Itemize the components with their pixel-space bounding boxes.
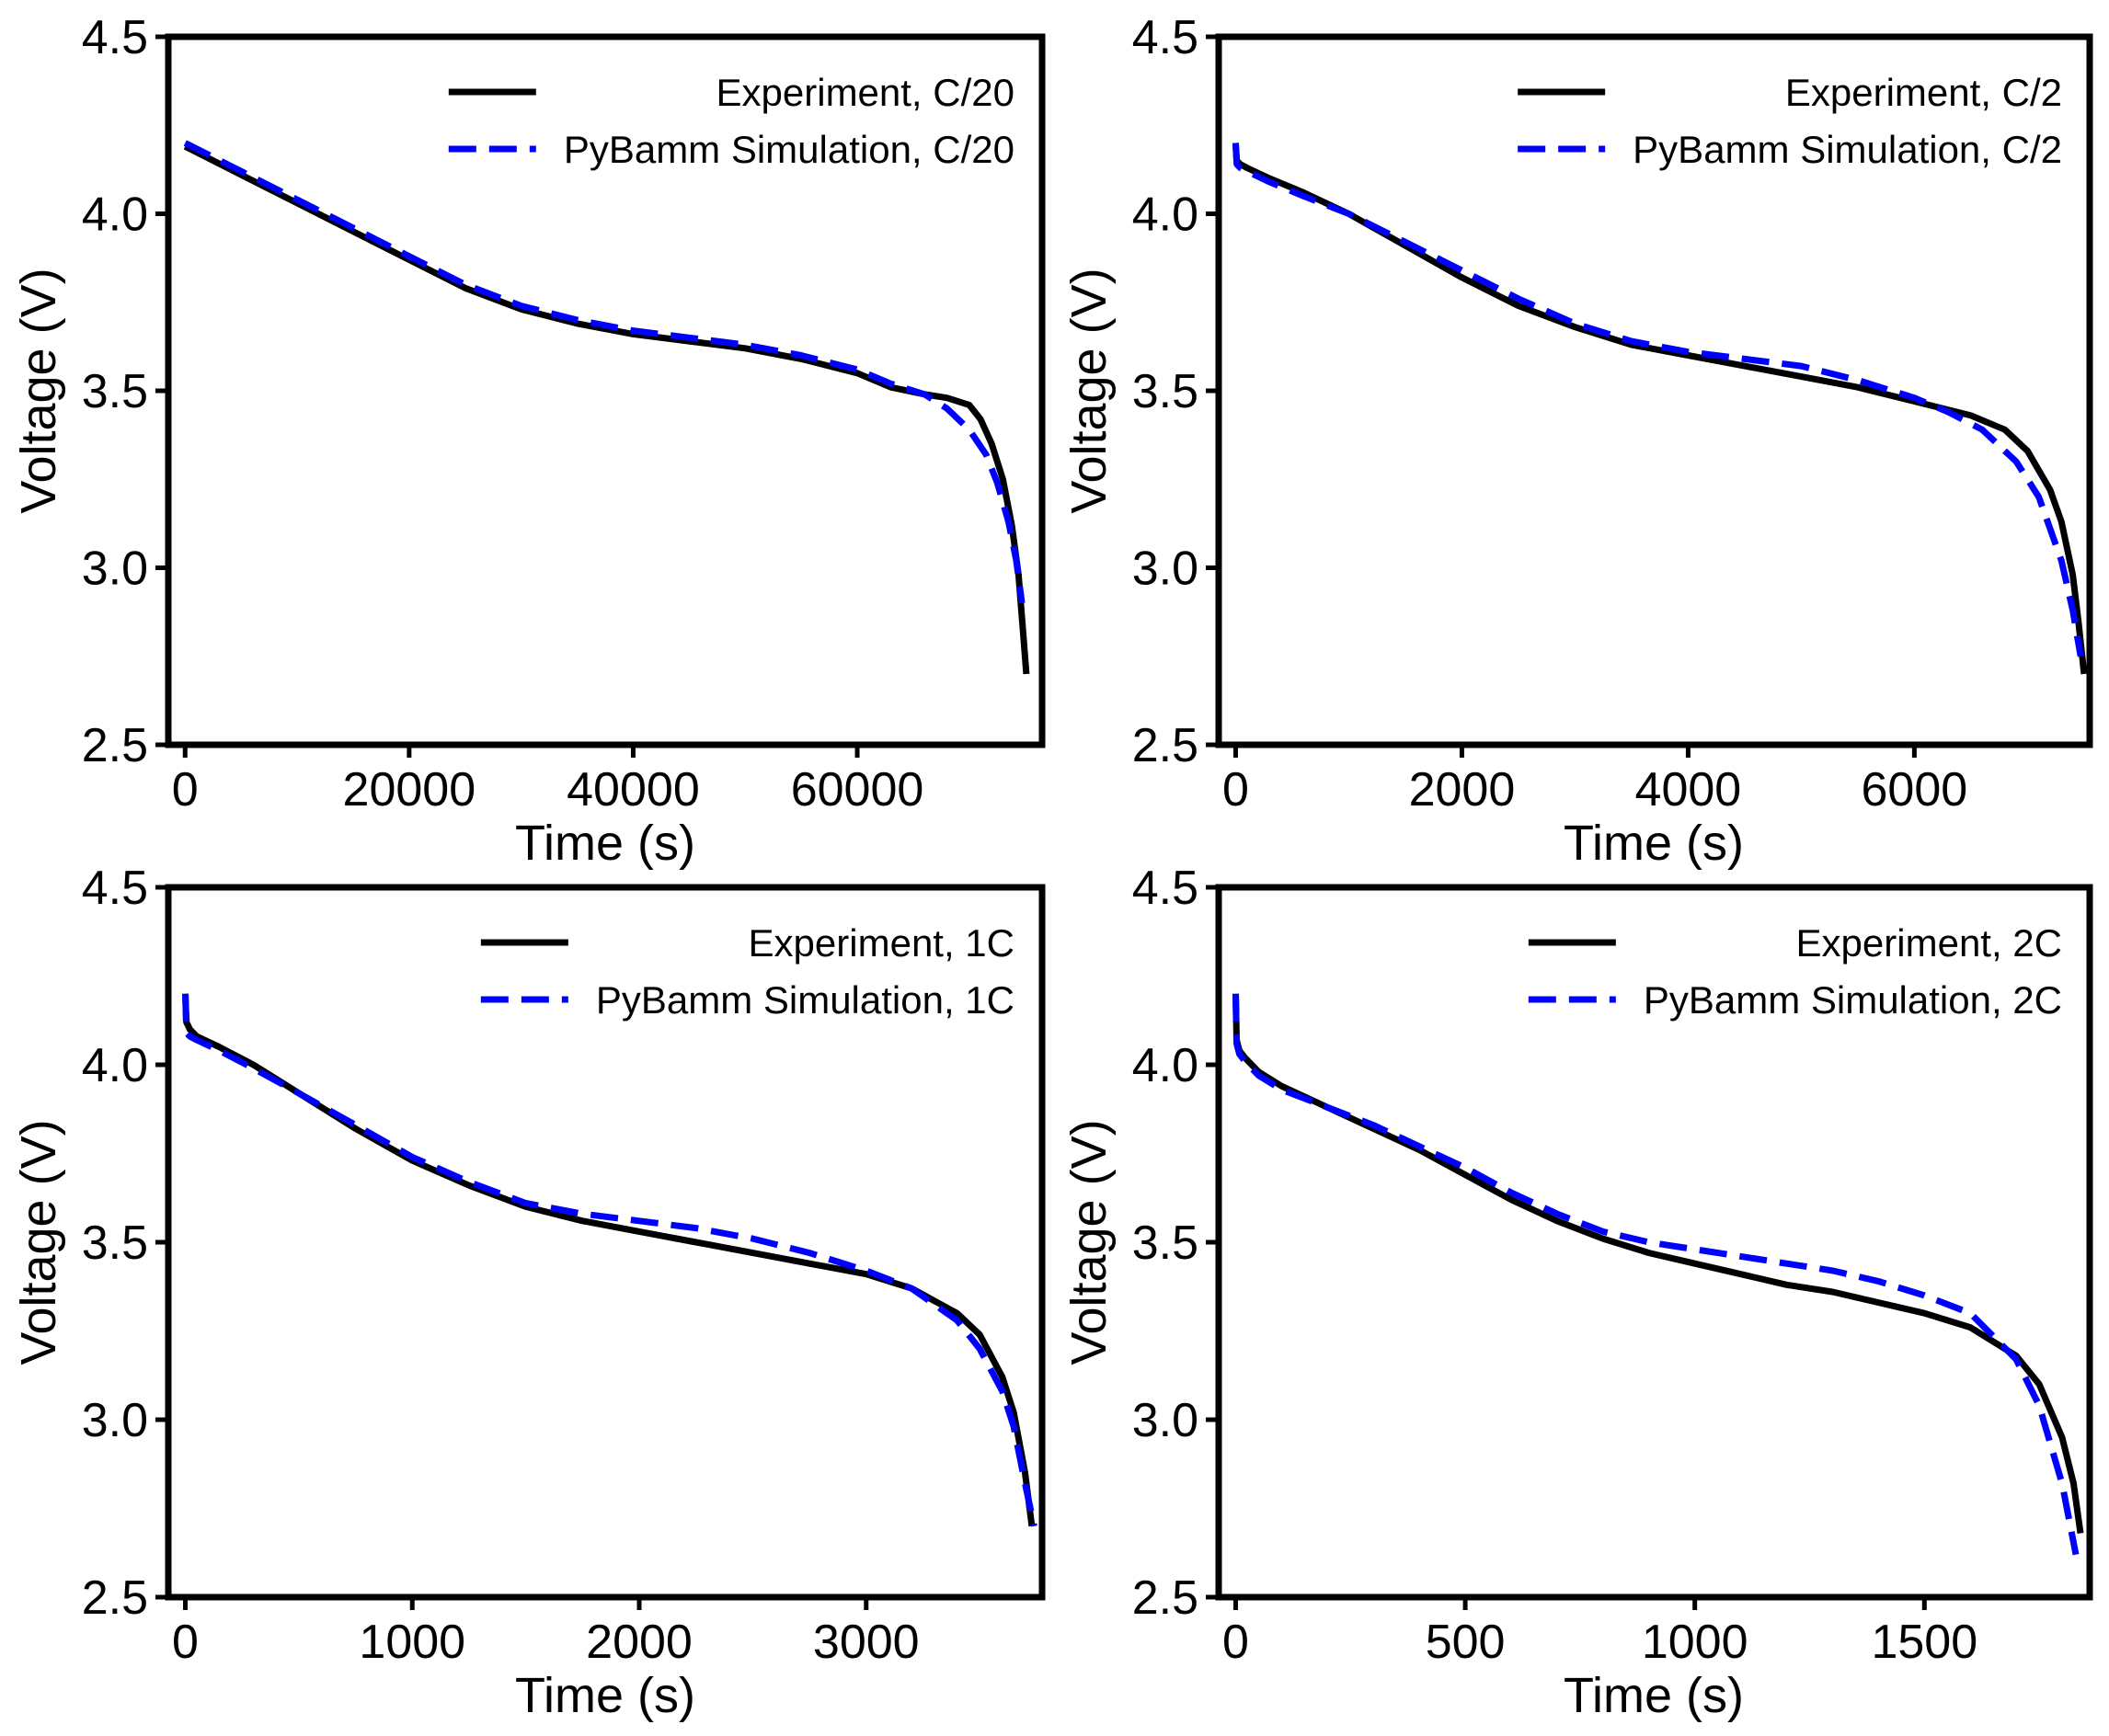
panel-c20-xtick-label: 60000: [791, 763, 924, 817]
panel-2c-xtick-label: 1500: [1871, 1616, 1977, 1669]
panel-2c: Time (s) Voltage (V) 2.5 3.0 3.5 4.0 4.5 0 500…: [1061, 862, 2093, 1723]
panel-c20-xlabel: Time (s): [515, 816, 695, 871]
panel-1c-xtick-label: 3000: [813, 1616, 920, 1669]
panel-c20-ytick-label: 4.0: [82, 188, 148, 242]
panel-2c-ytick-label: 4.5: [1132, 862, 1198, 915]
panel-1c-ytick-label: 4.5: [82, 862, 148, 915]
panel-c20: Time (s) Voltage (V) 2.5 3.0 3.5 4.0 4.5 0 200…: [11, 11, 1046, 871]
panel-c20-ytick-label: 2.5: [82, 719, 148, 772]
panel-c2-xtick-label: 0: [1222, 763, 1249, 817]
panel-1c-xtick-label: 1000: [359, 1616, 465, 1669]
panel-c2-ytick-label: 4.5: [1132, 11, 1198, 64]
panel-c20-ytick-label: 4.5: [82, 11, 148, 64]
panel-c2-xtick-label: 6000: [1862, 763, 1968, 817]
panel-c2-legend-label: PyBamm Simulation, C/2: [1633, 128, 2062, 171]
panel-1c-series-simulation-line: [182, 993, 1037, 1527]
panel-c2-ylabel: Voltage (V): [1061, 268, 1117, 513]
panel-c20-ytick-label: 3.0: [82, 542, 148, 596]
panel-c2-ytick-label: 2.5: [1132, 719, 1198, 772]
panel-1c-ytick-label: 3.5: [82, 1216, 148, 1270]
panel-c2-ytick-label: 4.0: [1132, 188, 1198, 242]
panel-c20-series-simulation-line: [183, 140, 1026, 604]
panel-1c-ytick-label: 3.0: [82, 1394, 148, 1447]
panel-1c-legend-label: PyBamm Simulation, 1C: [596, 978, 1014, 1022]
panel-c20-xtick-label: 40000: [567, 763, 700, 817]
panel-2c-legend-label: Experiment, 2C: [1796, 921, 2062, 965]
panel-1c-xlabel: Time (s): [515, 1668, 695, 1723]
panel-c2-ytick-label: 3.0: [1132, 542, 1198, 596]
panel-c2-ytick-label: 3.5: [1132, 365, 1198, 418]
panel-2c-ylabel: Voltage (V): [1061, 1119, 1117, 1365]
panel-c20-ylabel: Voltage (V): [11, 268, 66, 513]
panel-1c-series-experiment-line: [182, 993, 1036, 1527]
panel-1c: Time (s) Voltage (V) 2.5 3.0 3.5 4.0 4.5 0 100…: [11, 862, 1046, 1723]
panel-c2-legend-label: Experiment, C/2: [1785, 71, 2062, 114]
panel-c20-xtick-label: 0: [172, 763, 199, 817]
panel-2c-xtick-label: 1000: [1642, 1616, 1748, 1669]
panel-c20-legend-label: PyBamm Simulation, C/20: [564, 128, 1014, 171]
panel-2c-ytick-label: 2.5: [1132, 1571, 1198, 1625]
panel-1c-xtick-label: 2000: [586, 1616, 693, 1669]
panel-c2: Time (s) Voltage (V) 2.5 3.0 3.5 4.0 4.5 0 200…: [1061, 11, 2093, 871]
panel-c2-xlabel: Time (s): [1564, 816, 1744, 871]
panel-c20-legend-label: Experiment, C/20: [716, 71, 1014, 114]
panel-2c-xlabel: Time (s): [1564, 1668, 1744, 1723]
panel-c20-series-experiment-line: [183, 143, 1030, 675]
panel-2c-ytick-label: 3.5: [1132, 1216, 1198, 1270]
panel-2c-legend-label: PyBamm Simulation, 2C: [1644, 978, 2062, 1022]
panel-2c-xtick-label: 500: [1426, 1616, 1506, 1669]
panel-1c-legend-label: Experiment, 1C: [749, 921, 1014, 965]
panel-c2-xtick-label: 4000: [1635, 763, 1742, 817]
panel-2c-series-simulation-line: [1232, 993, 2080, 1556]
panel-c2-series-simulation-line: [1232, 143, 2084, 657]
panel-1c-ytick-label: 4.0: [82, 1039, 148, 1092]
panel-c2-xtick-label: 2000: [1409, 763, 1516, 817]
panel-c20-xtick-label: 20000: [343, 763, 476, 817]
panel-2c-xtick-label: 0: [1222, 1616, 1249, 1669]
panel-c2-series-experiment-line: [1232, 143, 2088, 675]
panel-c20-ytick-label: 3.5: [82, 365, 148, 418]
panel-1c-xtick-label: 0: [172, 1616, 199, 1669]
panel-1c-ylabel: Voltage (V): [11, 1119, 66, 1365]
panel-1c-ytick-label: 2.5: [82, 1571, 148, 1625]
panel-2c-ytick-label: 4.0: [1132, 1039, 1198, 1092]
panel-2c-ytick-label: 3.0: [1132, 1394, 1198, 1447]
